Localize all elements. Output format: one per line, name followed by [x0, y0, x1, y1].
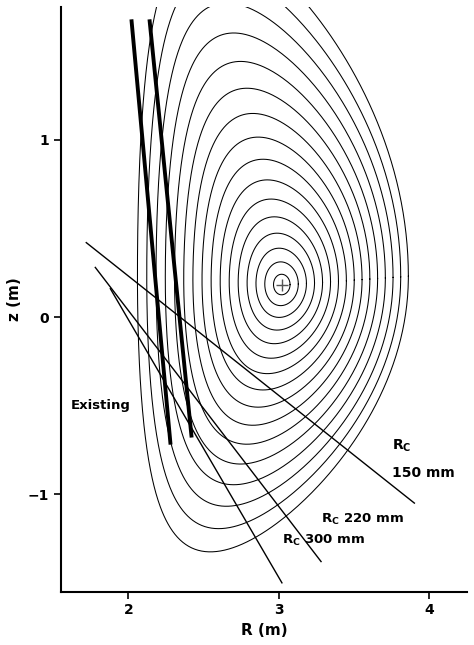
X-axis label: R (m): R (m) [241, 623, 287, 638]
Y-axis label: z (m): z (m) [7, 277, 22, 321]
Text: 150 mm: 150 mm [392, 466, 455, 480]
Text: Existing: Existing [71, 399, 131, 412]
Text: $\mathbf{R_C}$ 220 mm: $\mathbf{R_C}$ 220 mm [321, 512, 404, 527]
Text: $\mathbf{R_C}$: $\mathbf{R_C}$ [392, 437, 411, 454]
Text: $\mathbf{R_C}$ 300 mm: $\mathbf{R_C}$ 300 mm [282, 533, 365, 548]
